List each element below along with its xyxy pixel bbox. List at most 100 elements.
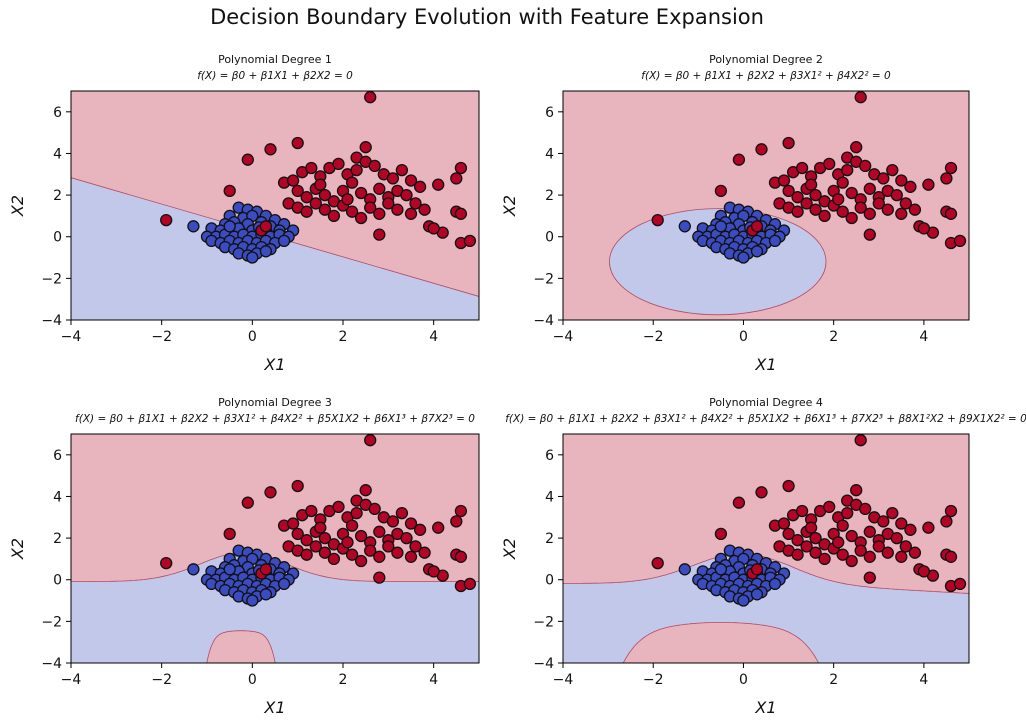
region-class1-island [622, 622, 819, 663]
point-class1 [836, 548, 849, 561]
point-class1 [350, 163, 363, 177]
point-class1 [432, 521, 445, 534]
point-class1 [890, 188, 903, 202]
y-tick-label: 2 [53, 188, 62, 204]
point-class1 [318, 531, 332, 545]
point-class1 [395, 506, 409, 520]
point-class1 [382, 197, 395, 210]
plot-area [71, 434, 479, 663]
y-tick-label: −4 [41, 656, 62, 672]
point-class1 [863, 550, 876, 563]
y-tick-label: 0 [53, 573, 62, 589]
panel-formula: f(X) = β0 + β1X1 + β2X2 + β3X1² + β4X2² … [75, 413, 475, 425]
point-class1 [782, 479, 795, 493]
point-class1 [454, 161, 468, 175]
x-tick-label: 2 [829, 672, 838, 688]
y-axis-label: X2 [500, 195, 519, 217]
point-class1 [940, 172, 953, 185]
point-class1 [373, 182, 386, 195]
point-class1 [160, 556, 173, 570]
point-class0 [750, 245, 764, 258]
point-class0 [768, 577, 782, 591]
point-class1 [291, 479, 304, 493]
point-class1 [450, 172, 463, 185]
point-class1 [944, 504, 958, 518]
point-class0 [187, 563, 200, 576]
plot-area [563, 91, 969, 320]
point-class1 [223, 527, 236, 541]
point-class1 [804, 521, 818, 534]
point-class1 [732, 496, 746, 509]
point-class1 [391, 546, 404, 559]
x-tick-label: 4 [429, 672, 438, 688]
point-class1 [836, 205, 849, 218]
point-class1 [404, 550, 418, 563]
point-class1 [836, 176, 849, 189]
axes-frame [70, 433, 480, 664]
point-class1 [732, 153, 746, 166]
point-class1 [800, 197, 813, 210]
point-class1 [859, 502, 872, 516]
point-class1 [877, 172, 890, 185]
point-class1 [359, 484, 372, 497]
point-class1 [823, 500, 836, 514]
panel-2: −4 −2 0 2 4 −4 −2 0 2 4 6 Polynomial Degree 2 f(X) =… [500, 53, 970, 374]
y-tick-label: 4 [545, 489, 554, 505]
point-class1 [327, 209, 341, 223]
point-class1 [286, 517, 300, 530]
point-class1 [354, 554, 368, 568]
point-class1 [291, 527, 304, 541]
point-class1 [651, 213, 664, 227]
point-class1 [850, 141, 863, 154]
point-class0 [678, 220, 691, 233]
point-class1 [917, 565, 931, 578]
point-class1 [291, 184, 304, 198]
point-class1 [300, 548, 313, 561]
point-class1 [364, 91, 377, 104]
point-class1 [404, 207, 418, 220]
point-class1 [750, 220, 764, 233]
point-class1 [750, 563, 764, 576]
point-class1 [940, 515, 953, 528]
point-class1 [305, 504, 318, 518]
point-class1 [904, 523, 917, 536]
point-class1 [791, 205, 804, 218]
point-class1 [863, 525, 876, 538]
point-class1 [386, 172, 400, 185]
figure-title: Decision Boundary Evolution with Feature… [210, 5, 764, 29]
point-class1 [368, 159, 381, 173]
point-class1 [881, 546, 894, 559]
panel-formula: f(X) = β0 + β1X1 + β2X2 = 0 [197, 70, 353, 82]
point-class1 [845, 186, 858, 200]
point-class1 [413, 180, 427, 193]
point-class1 [832, 193, 845, 206]
panel-title: Polynomial Degree 1 [218, 53, 332, 66]
x-tick-label: −2 [151, 329, 172, 345]
point-class1 [318, 546, 332, 559]
point-class1 [309, 540, 322, 553]
point-class1 [259, 563, 273, 576]
x-tick-label: 2 [339, 672, 348, 688]
x-tick-label: −2 [643, 672, 664, 688]
axes-frame [562, 90, 970, 321]
point-class1 [359, 141, 372, 154]
point-class1 [895, 207, 908, 220]
point-class1 [917, 222, 931, 235]
x-axis-label: X1 [754, 355, 776, 374]
point-class1 [777, 517, 791, 530]
y-tick-label: 4 [545, 146, 554, 162]
point-class1 [345, 176, 359, 189]
point-class1 [450, 515, 463, 528]
axes-frame [562, 433, 970, 664]
point-class1 [354, 529, 368, 543]
y-tick-label: 0 [545, 573, 554, 589]
point-class1 [791, 548, 804, 561]
point-class0 [187, 220, 200, 233]
x-axis-label: X1 [263, 355, 285, 374]
point-class1 [291, 136, 304, 150]
point-class1 [881, 203, 894, 216]
point-class1 [305, 161, 318, 175]
point-class1 [791, 534, 804, 547]
point-class1 [354, 186, 368, 200]
point-class1 [895, 550, 908, 563]
